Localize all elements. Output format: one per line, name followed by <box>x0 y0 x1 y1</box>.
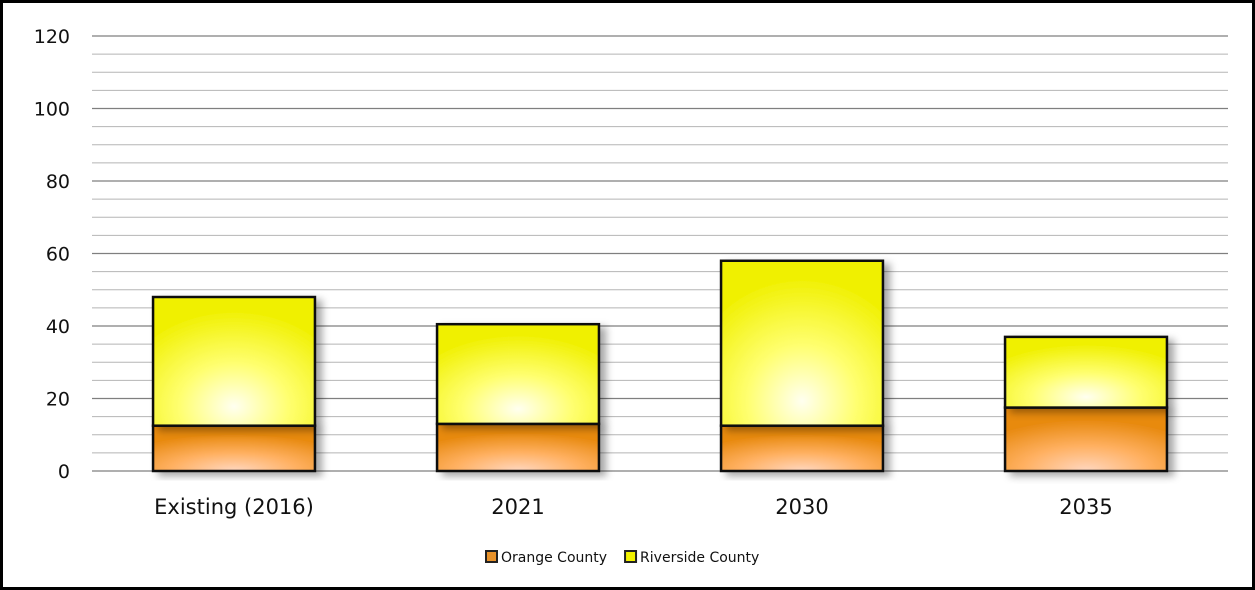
bar-segment-orange-county <box>435 422 601 473</box>
x-axis-labels: Existing (2016) 2021 2030 2035 <box>154 495 1113 519</box>
bar-segment-riverside-county <box>1003 335 1169 409</box>
legend-swatch <box>485 550 498 563</box>
bar-segment-orange-county <box>719 424 885 473</box>
y-tick-label: 60 <box>46 244 70 266</box>
y-tick-label: 80 <box>46 171 70 193</box>
legend-label: Riverside County <box>640 550 759 566</box>
bar-segment-orange-county <box>151 424 317 473</box>
bar-segment-riverside-county <box>435 322 601 426</box>
bars <box>151 259 1169 473</box>
x-tick-label: 2021 <box>491 495 544 519</box>
y-tick-label: 100 <box>34 99 70 121</box>
x-tick-label: Existing (2016) <box>154 495 314 519</box>
bar-segment-riverside-county <box>151 295 317 427</box>
legend-label: Orange County <box>501 550 607 566</box>
y-tick-label: 20 <box>46 389 70 411</box>
legend: Orange County Riverside County <box>485 550 759 566</box>
y-axis-ticks: 0 20 40 60 80 100 120 <box>34 26 70 483</box>
y-tick-label: 40 <box>46 316 70 338</box>
x-tick-label: 2030 <box>775 495 828 519</box>
y-tick-label: 120 <box>34 26 70 48</box>
bar-segment-orange-county <box>1003 406 1169 473</box>
legend-swatch <box>624 550 638 563</box>
bar-segment-riverside-county <box>719 259 885 427</box>
x-tick-label: 2035 <box>1059 495 1112 519</box>
y-tick-label: 0 <box>58 461 70 483</box>
